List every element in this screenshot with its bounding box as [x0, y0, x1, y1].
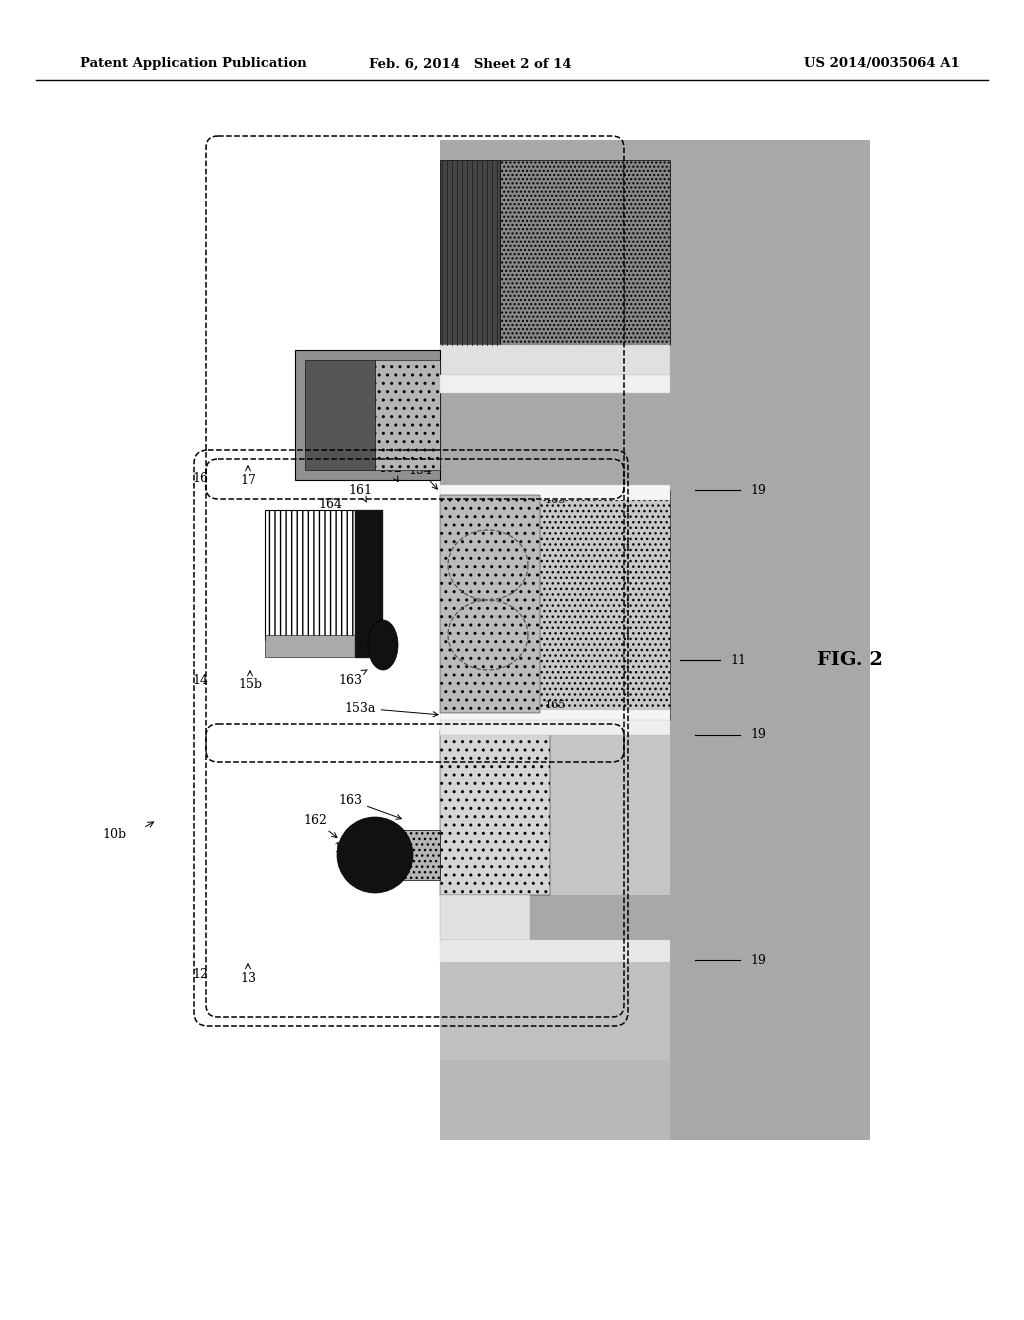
Text: 164: 164: [318, 499, 342, 517]
Bar: [265, 635, 355, 657]
Bar: [440, 484, 670, 500]
Bar: [355, 510, 383, 657]
Bar: [440, 140, 870, 1140]
Text: Patent Application Publication: Patent Application Publication: [80, 58, 307, 70]
Text: 14: 14: [193, 673, 208, 686]
Text: 163: 163: [338, 793, 401, 820]
Bar: [440, 495, 540, 713]
Text: 131: 131: [333, 842, 367, 855]
Text: US 2014/0035064 A1: US 2014/0035064 A1: [804, 58, 961, 70]
Text: 13: 13: [240, 964, 256, 985]
Text: 12: 12: [193, 969, 208, 982]
Text: 17: 17: [240, 466, 256, 487]
Text: 157: 157: [274, 520, 296, 531]
Text: 19: 19: [750, 729, 766, 742]
Bar: [400, 830, 440, 880]
Text: Feb. 6, 2014   Sheet 2 of 14: Feb. 6, 2014 Sheet 2 of 14: [369, 58, 571, 70]
Bar: [440, 345, 670, 375]
Text: 152: 152: [519, 615, 541, 624]
Bar: [440, 719, 670, 735]
Bar: [440, 730, 670, 895]
Bar: [440, 490, 670, 719]
Bar: [375, 360, 440, 470]
Text: 166: 166: [549, 715, 570, 725]
Bar: [440, 1060, 670, 1140]
Bar: [440, 960, 670, 1060]
Bar: [265, 510, 355, 640]
Text: 16: 16: [193, 471, 208, 484]
Text: 163: 163: [338, 669, 368, 686]
Text: 162: 162: [303, 813, 337, 838]
Text: 162: 162: [378, 462, 402, 482]
Text: 153b: 153b: [516, 715, 544, 725]
Bar: [440, 940, 670, 962]
Bar: [440, 710, 670, 725]
Bar: [295, 350, 440, 480]
Text: 15b: 15b: [238, 671, 262, 692]
Bar: [440, 895, 530, 940]
Bar: [305, 360, 375, 470]
Text: 10b: 10b: [103, 829, 127, 842]
Text: FIG. 2: FIG. 2: [817, 651, 883, 669]
Text: 153a: 153a: [344, 701, 438, 717]
Text: 11: 11: [730, 653, 746, 667]
Text: 19: 19: [750, 483, 766, 496]
Text: 19: 19: [750, 953, 766, 966]
Text: 165: 165: [545, 495, 565, 506]
Text: 154: 154: [408, 463, 437, 490]
Text: 165: 165: [545, 700, 565, 710]
Bar: [440, 730, 550, 895]
Bar: [500, 160, 670, 345]
Text: 161: 161: [348, 483, 372, 502]
Circle shape: [337, 817, 413, 894]
Ellipse shape: [368, 620, 398, 671]
Bar: [440, 375, 670, 393]
Bar: [440, 160, 500, 345]
